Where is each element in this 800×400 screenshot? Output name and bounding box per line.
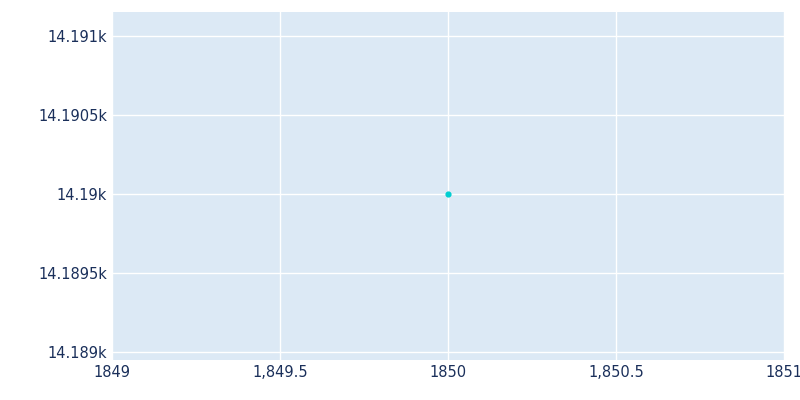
Point	[442, 191, 454, 197]
